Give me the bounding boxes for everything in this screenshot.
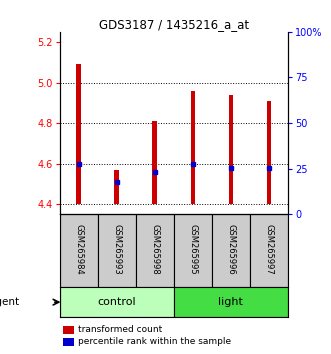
Bar [174, 287, 288, 317]
Bar [60, 287, 174, 317]
Bar [136, 214, 174, 287]
Bar [250, 214, 288, 287]
Bar [98, 214, 136, 287]
Bar [267, 101, 271, 204]
Bar [115, 170, 119, 204]
Bar [76, 64, 81, 204]
Bar [229, 95, 233, 204]
Text: light: light [218, 297, 243, 307]
Bar [60, 214, 98, 287]
Bar [153, 121, 157, 204]
Text: agent: agent [0, 297, 20, 307]
Text: GSM265997: GSM265997 [264, 224, 273, 275]
Bar [212, 214, 250, 287]
Text: transformed count: transformed count [78, 325, 162, 335]
Text: percentile rank within the sample: percentile rank within the sample [78, 337, 231, 346]
Text: GSM265998: GSM265998 [150, 224, 159, 275]
Text: GSM265995: GSM265995 [188, 224, 197, 275]
Text: GSM265993: GSM265993 [112, 224, 121, 275]
Bar [174, 214, 212, 287]
Text: GSM265996: GSM265996 [226, 224, 235, 275]
Text: control: control [97, 297, 136, 307]
Text: GSM265984: GSM265984 [74, 224, 83, 275]
Bar [191, 91, 195, 204]
Title: GDS3187 / 1435216_a_at: GDS3187 / 1435216_a_at [99, 18, 249, 31]
